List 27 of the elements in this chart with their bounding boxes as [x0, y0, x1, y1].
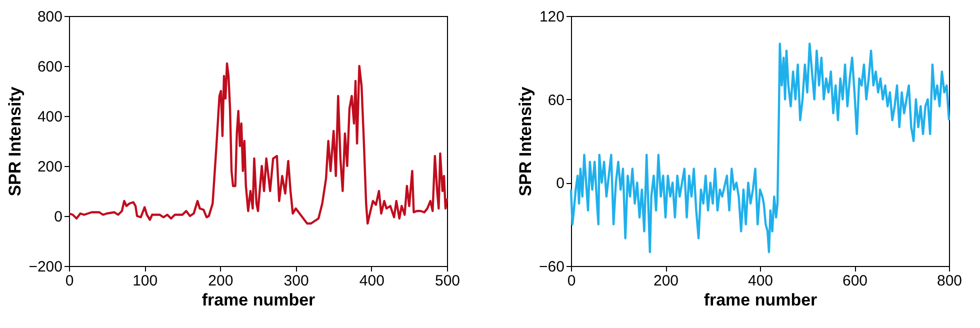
x-tick-label: 100: [132, 272, 158, 290]
y-axis-title: SPR Intensity: [516, 86, 536, 196]
x-tick-label: 300: [284, 272, 309, 290]
x-tick-label: 200: [208, 272, 234, 290]
x-axis-title: frame number: [704, 290, 818, 310]
y-tick-label: 0: [54, 208, 62, 226]
x-tick-label: 500: [434, 272, 460, 290]
y-tick-label: −60: [539, 258, 564, 276]
x-tick-label: 800: [936, 272, 962, 290]
y-tick-label: −200: [28, 258, 62, 276]
y-tick-label: 200: [37, 158, 62, 176]
y-tick-label: 800: [37, 8, 62, 26]
y-tick-label: 600: [37, 58, 62, 76]
line-series: [570, 42, 950, 254]
x-tick-label: 600: [842, 272, 868, 290]
y-tick-label: 120: [539, 8, 564, 26]
y-tick-label: 0: [556, 175, 564, 192]
x-tick-label: 0: [65, 272, 74, 290]
line-series: [68, 62, 448, 225]
x-tick-label: 0: [567, 272, 576, 290]
y-tick-label: 400: [37, 108, 62, 126]
x-tick-label: 400: [359, 272, 384, 290]
x-axis-title: frame number: [202, 290, 316, 310]
x-tick-label: 200: [653, 272, 679, 290]
x-tick-label: 400: [748, 272, 774, 290]
y-axis-title: SPR Intensity: [6, 86, 25, 196]
y-tick-label: 60: [548, 92, 564, 109]
